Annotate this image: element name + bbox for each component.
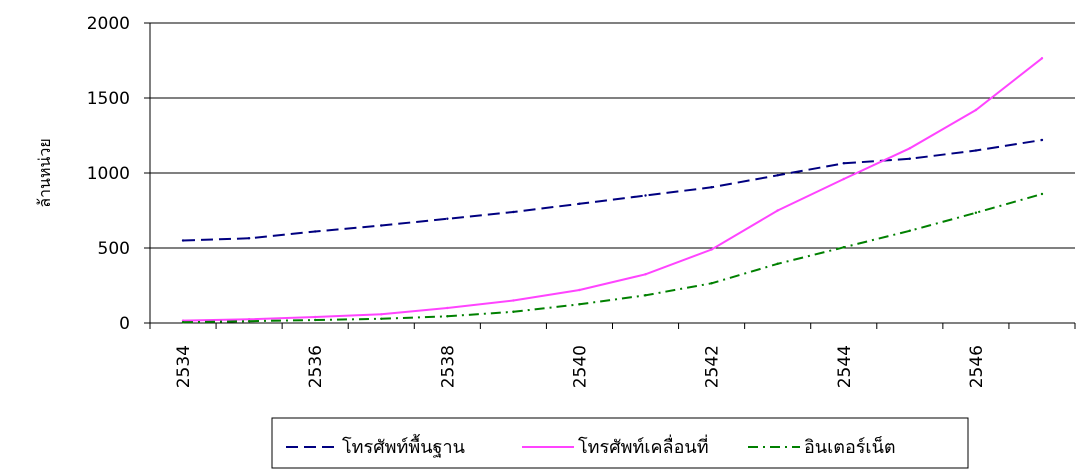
series-3-point [380,317,383,320]
series-1-point [1040,138,1044,142]
series-1-point [380,224,383,227]
series-1-point [247,237,251,240]
series-3-point [908,229,912,232]
x-tick-label: 2534 [174,345,194,388]
series-1-point [908,157,912,160]
series-2-point [776,209,779,212]
series-2-point [644,273,647,276]
series-2-point [380,313,383,316]
series-3-point [446,315,449,318]
series-3-point [842,246,845,249]
y-axis-label: ล้านหน่วย [35,138,54,208]
x-tick-label: 2540 [570,345,590,388]
series-1-point [181,239,185,242]
series-3-point [710,282,713,285]
series-1-point [446,217,449,220]
series-line-3 [182,193,1043,324]
series-3-point [578,303,581,306]
series-1-point [974,149,978,152]
series-2-point [908,147,912,150]
series-2-point [710,248,713,251]
series-3-point [512,310,515,313]
x-tick-label: 2538 [438,345,458,388]
series-2-point [512,299,515,302]
series-line-1 [182,139,1043,242]
series-3-point [313,318,317,322]
series-line-2 [182,57,1043,322]
series-1-point [710,186,713,189]
series-1-point [644,194,647,197]
legend-label: โทรศัพท์พื้นฐาน [342,434,465,458]
series-lines [181,57,1044,324]
y-tick-label: 1500 [87,89,130,109]
y-tick-label: 500 [98,239,130,259]
series-2-point [446,306,449,310]
y-tick-label: 2000 [87,14,130,34]
legend-box [271,417,969,469]
x-tick-label: 2542 [703,345,723,388]
x-tick-label: 2536 [306,345,326,388]
series-2-point [842,177,845,181]
series-3-point [181,321,185,324]
series-2-point [247,318,251,321]
x-tick-label: 2544 [835,345,855,388]
axes [149,23,1075,324]
series-1-point [578,202,581,205]
series-3-point [974,211,978,214]
series-3-point [247,320,251,323]
legend-label: โทรศัพท์เคลื่อนที่ [578,434,709,458]
series-1-point [776,174,779,177]
series-1-point [842,162,845,165]
series-2-point [1040,57,1044,60]
series-3-point [1040,192,1044,196]
x-axis-ticks: 2534 2536 2538 2540 2542 2544 2546 [149,323,1076,388]
series-1-point [313,230,317,233]
series-3-point [776,262,779,265]
series-2-point [578,288,581,292]
y-axis-ticks: 0 500 1000 1500 2000 [87,14,150,334]
legend: โทรศัพท์พื้นฐาน โทรศัพท์เคลื่อนที่ อินเตอร… [271,417,969,469]
x-tick-label: 2546 [967,345,987,388]
grid-lines [150,22,1075,249]
y-tick-label: 1000 [87,164,130,184]
series-3-point [644,294,647,297]
y-tick-label: 0 [119,314,130,334]
legend-label: อินเตอร์เน็ต [804,435,896,458]
series-2-point [181,319,185,322]
series-1-point [512,210,515,214]
series-2-point [974,108,978,112]
series-2-point [313,315,317,319]
